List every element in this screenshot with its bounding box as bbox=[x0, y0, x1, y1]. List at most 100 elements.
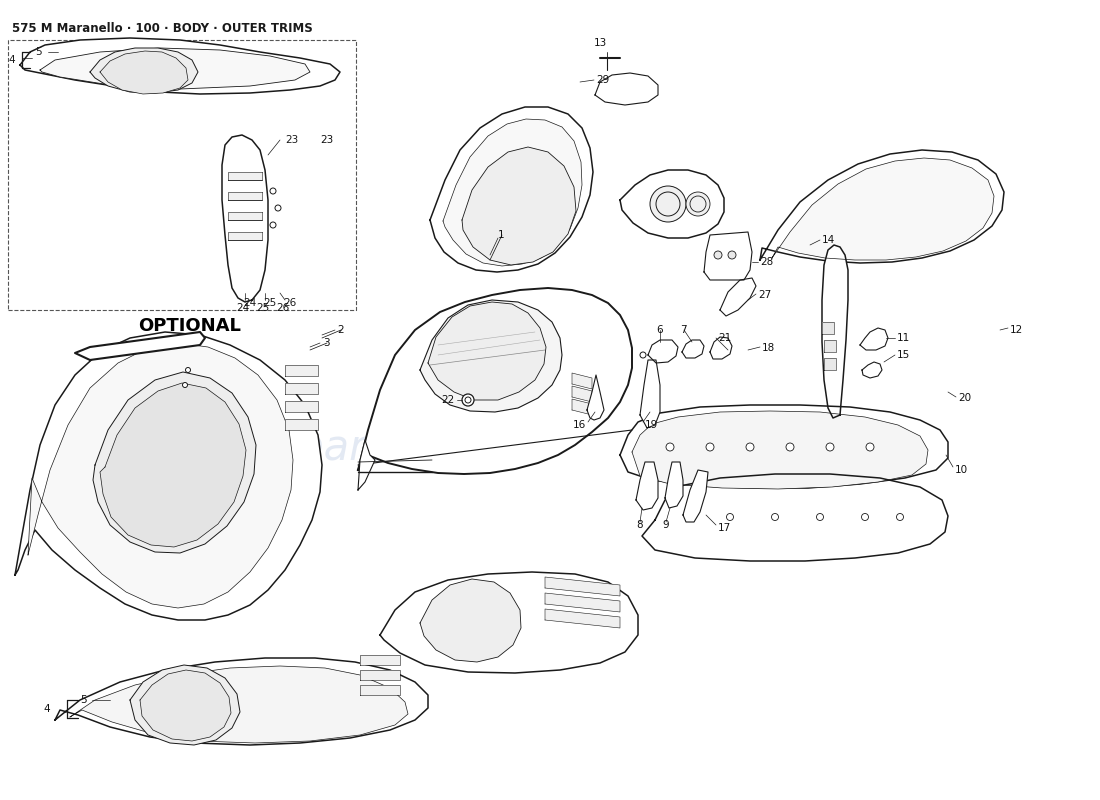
Polygon shape bbox=[640, 360, 660, 428]
Circle shape bbox=[270, 188, 276, 194]
Text: 19: 19 bbox=[645, 420, 658, 430]
Polygon shape bbox=[428, 302, 546, 400]
Polygon shape bbox=[94, 372, 256, 553]
Polygon shape bbox=[100, 51, 188, 94]
Text: 5: 5 bbox=[35, 47, 42, 57]
Polygon shape bbox=[636, 462, 658, 510]
Polygon shape bbox=[228, 212, 262, 220]
Text: eurospares: eurospares bbox=[620, 427, 854, 469]
Polygon shape bbox=[70, 666, 408, 743]
Polygon shape bbox=[360, 670, 400, 680]
Polygon shape bbox=[760, 150, 1004, 263]
Polygon shape bbox=[620, 170, 724, 238]
Polygon shape bbox=[28, 343, 293, 608]
Polygon shape bbox=[632, 411, 928, 489]
Circle shape bbox=[690, 196, 706, 212]
Text: 26: 26 bbox=[283, 298, 296, 308]
Polygon shape bbox=[358, 288, 632, 474]
Circle shape bbox=[686, 514, 693, 521]
Polygon shape bbox=[285, 365, 318, 376]
Circle shape bbox=[275, 205, 280, 211]
Text: 20: 20 bbox=[958, 393, 971, 403]
Text: 16: 16 bbox=[573, 420, 586, 430]
Circle shape bbox=[728, 251, 736, 259]
Circle shape bbox=[656, 192, 680, 216]
Polygon shape bbox=[443, 119, 582, 266]
Circle shape bbox=[866, 443, 874, 451]
Polygon shape bbox=[228, 232, 262, 240]
Polygon shape bbox=[285, 401, 318, 412]
Circle shape bbox=[771, 514, 779, 521]
Polygon shape bbox=[55, 658, 428, 745]
Text: 5: 5 bbox=[80, 695, 87, 705]
Polygon shape bbox=[285, 383, 318, 394]
Polygon shape bbox=[420, 300, 562, 412]
Text: 28: 28 bbox=[760, 257, 773, 267]
Polygon shape bbox=[642, 474, 948, 561]
Polygon shape bbox=[40, 48, 310, 89]
Text: 10: 10 bbox=[955, 465, 968, 475]
Text: 2: 2 bbox=[337, 325, 343, 335]
Polygon shape bbox=[710, 337, 732, 359]
Text: 24: 24 bbox=[236, 303, 250, 313]
Text: 9: 9 bbox=[662, 520, 669, 530]
Text: 7: 7 bbox=[680, 325, 686, 335]
Polygon shape bbox=[544, 609, 620, 628]
Circle shape bbox=[465, 397, 471, 403]
Text: 4: 4 bbox=[43, 704, 50, 714]
Circle shape bbox=[686, 192, 710, 216]
Text: 21: 21 bbox=[718, 333, 732, 343]
Circle shape bbox=[186, 367, 190, 373]
Circle shape bbox=[650, 186, 686, 222]
Polygon shape bbox=[462, 147, 576, 265]
Polygon shape bbox=[15, 332, 322, 620]
Text: 29: 29 bbox=[596, 75, 609, 85]
Polygon shape bbox=[620, 405, 948, 488]
Text: 18: 18 bbox=[762, 343, 776, 353]
Text: 1: 1 bbox=[498, 230, 505, 240]
Circle shape bbox=[896, 514, 903, 521]
Text: 3: 3 bbox=[323, 338, 330, 348]
Polygon shape bbox=[360, 685, 400, 695]
Circle shape bbox=[462, 394, 474, 406]
Polygon shape bbox=[130, 665, 240, 745]
Polygon shape bbox=[228, 172, 262, 180]
Polygon shape bbox=[822, 245, 848, 418]
Polygon shape bbox=[222, 135, 268, 302]
Polygon shape bbox=[379, 572, 638, 673]
Circle shape bbox=[714, 251, 722, 259]
Polygon shape bbox=[90, 48, 198, 93]
Text: 6: 6 bbox=[656, 325, 662, 335]
Text: 22: 22 bbox=[442, 395, 455, 405]
Polygon shape bbox=[420, 579, 521, 662]
Polygon shape bbox=[682, 340, 704, 358]
Polygon shape bbox=[360, 655, 400, 665]
Text: 23: 23 bbox=[320, 135, 333, 145]
Polygon shape bbox=[648, 340, 678, 363]
Text: 23: 23 bbox=[285, 135, 298, 145]
Polygon shape bbox=[544, 577, 620, 596]
Text: OPTIONAL: OPTIONAL bbox=[139, 317, 241, 335]
Text: 26: 26 bbox=[276, 303, 289, 313]
Text: 12: 12 bbox=[1010, 325, 1023, 335]
Polygon shape bbox=[228, 192, 262, 200]
Polygon shape bbox=[587, 375, 604, 420]
Circle shape bbox=[786, 443, 794, 451]
Circle shape bbox=[183, 382, 187, 387]
Text: 27: 27 bbox=[758, 290, 771, 300]
Polygon shape bbox=[285, 419, 318, 430]
Polygon shape bbox=[666, 462, 683, 508]
Polygon shape bbox=[704, 232, 752, 280]
Polygon shape bbox=[772, 158, 994, 260]
Polygon shape bbox=[100, 383, 246, 547]
Text: 24: 24 bbox=[243, 298, 256, 308]
Text: eurospares: eurospares bbox=[180, 427, 414, 469]
Circle shape bbox=[666, 443, 674, 451]
Text: 25: 25 bbox=[256, 303, 270, 313]
Polygon shape bbox=[572, 399, 592, 415]
Text: 11: 11 bbox=[896, 333, 911, 343]
Text: 4: 4 bbox=[8, 55, 14, 65]
Polygon shape bbox=[572, 373, 592, 389]
Text: 14: 14 bbox=[822, 235, 835, 245]
Text: 17: 17 bbox=[718, 523, 732, 533]
